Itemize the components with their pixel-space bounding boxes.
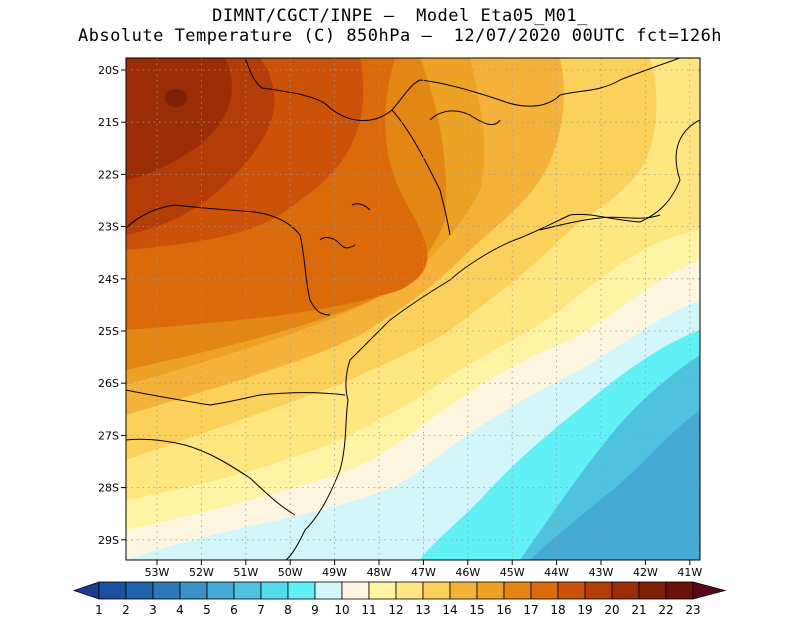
gridlines (126, 58, 700, 560)
colorbar-swatch (449, 581, 478, 600)
longitude-labels: 53W 52W 51W 50W 49W 48W 47W 46W 45W 44W 43W 42W 41W (145, 560, 702, 579)
latitude-label: 21S (98, 116, 119, 129)
colorbar-swatch (503, 581, 532, 600)
map-title-line1: DIMNT/CGCT/INPE – Model Eta05_M01_ (212, 6, 588, 26)
longitude-label: 47W (411, 566, 436, 579)
colorbar-label: 14 (442, 603, 457, 617)
longitude-label: 44W (544, 566, 569, 579)
colorbar-label: 15 (469, 603, 484, 617)
longitude-label: 42W (633, 566, 658, 579)
temperature-field (126, 58, 700, 560)
latitude-label: 28S (98, 482, 119, 495)
colorbar-label: 19 (577, 603, 592, 617)
colorbar-label: 5 (203, 603, 211, 617)
colorbar-label: 6 (230, 603, 238, 617)
colorbar-swatch (314, 581, 343, 600)
colorbar: 1 2 3 4 5 6 7 8 9 10 11 12 13 14 15 16 17 18 19 20 21 22 23 (72, 581, 727, 617)
map-title-line2: Absolute Temperature (C) 850hPa – 12/07/… (77, 26, 723, 46)
colorbar-swatch (584, 581, 613, 600)
colorbar-swatch (98, 581, 127, 600)
colorbar-swatch (638, 581, 667, 600)
latitude-label: 27S (98, 429, 119, 442)
colorbar-swatch (179, 581, 208, 600)
colorbar-swatch (476, 581, 505, 600)
colorbar-swatch (368, 581, 397, 600)
colorbar-swatch (260, 581, 289, 600)
plot-frame (125, 57, 701, 561)
latitude-label: 29S (98, 534, 119, 547)
colorbar-swatch (422, 581, 451, 600)
colorbar-swatch (287, 581, 316, 600)
colorbar-label: 11 (361, 603, 376, 617)
colorbar-label: 8 (284, 603, 292, 617)
colorbar-swatch (665, 581, 694, 600)
longitude-label: 52W (189, 566, 214, 579)
colorbar-label: 13 (415, 603, 430, 617)
longitude-label: 53W (145, 566, 170, 579)
colorbar-swatch (341, 581, 370, 600)
latitude-label: 22S (98, 168, 119, 181)
longitude-label: 48W (367, 566, 392, 579)
colorbar-label: 23 (685, 603, 700, 617)
colorbar-label: 7 (257, 603, 265, 617)
colorbar-label: 1 (95, 603, 103, 617)
colorbar-swatch (611, 581, 640, 600)
colorbar-swatch (206, 581, 235, 600)
longitude-label: 46W (455, 566, 480, 579)
colorbar-label: 2 (122, 603, 130, 617)
latitude-label: 24S (98, 273, 119, 286)
colorbar-label: 10 (334, 603, 349, 617)
colorbar-swatch (557, 581, 586, 600)
latitude-label: 26S (98, 377, 119, 390)
latitude-label: 25S (98, 325, 119, 338)
longitude-label: 49W (322, 566, 347, 579)
colorbar-arrow-high (692, 581, 727, 600)
colorbar-label: 21 (631, 603, 646, 617)
colorbar-label: 18 (550, 603, 565, 617)
colorbar-arrow-low (72, 581, 100, 600)
latitude-label: 20S (98, 64, 119, 77)
colorbar-label: 12 (388, 603, 403, 617)
colorbar-swatch (152, 581, 181, 600)
colorbar-label: 17 (523, 603, 538, 617)
colorbar-swatch (395, 581, 424, 600)
colorbar-swatch (233, 581, 262, 600)
latitude-label: 23S (98, 221, 119, 234)
longitude-label: 43W (589, 566, 614, 579)
colorbar-swatch (125, 581, 154, 600)
longitude-label: 45W (500, 566, 525, 579)
longitude-label: 51W (233, 566, 258, 579)
longitude-label: 41W (677, 566, 702, 579)
coastline-borders (126, 58, 700, 560)
colorbar-label: 3 (149, 603, 157, 617)
colorbar-label: 9 (311, 603, 319, 617)
colorbar-label: 16 (496, 603, 511, 617)
latitude-labels: 20S 21S 22S 23S 24S 25S 26S 27S 28S 29S (98, 64, 126, 547)
colorbar-label: 4 (176, 603, 184, 617)
colorbar-swatch (530, 581, 559, 600)
longitude-label: 50W (278, 566, 303, 579)
colorbar-label: 20 (604, 603, 619, 617)
colorbar-label: 22 (658, 603, 673, 617)
